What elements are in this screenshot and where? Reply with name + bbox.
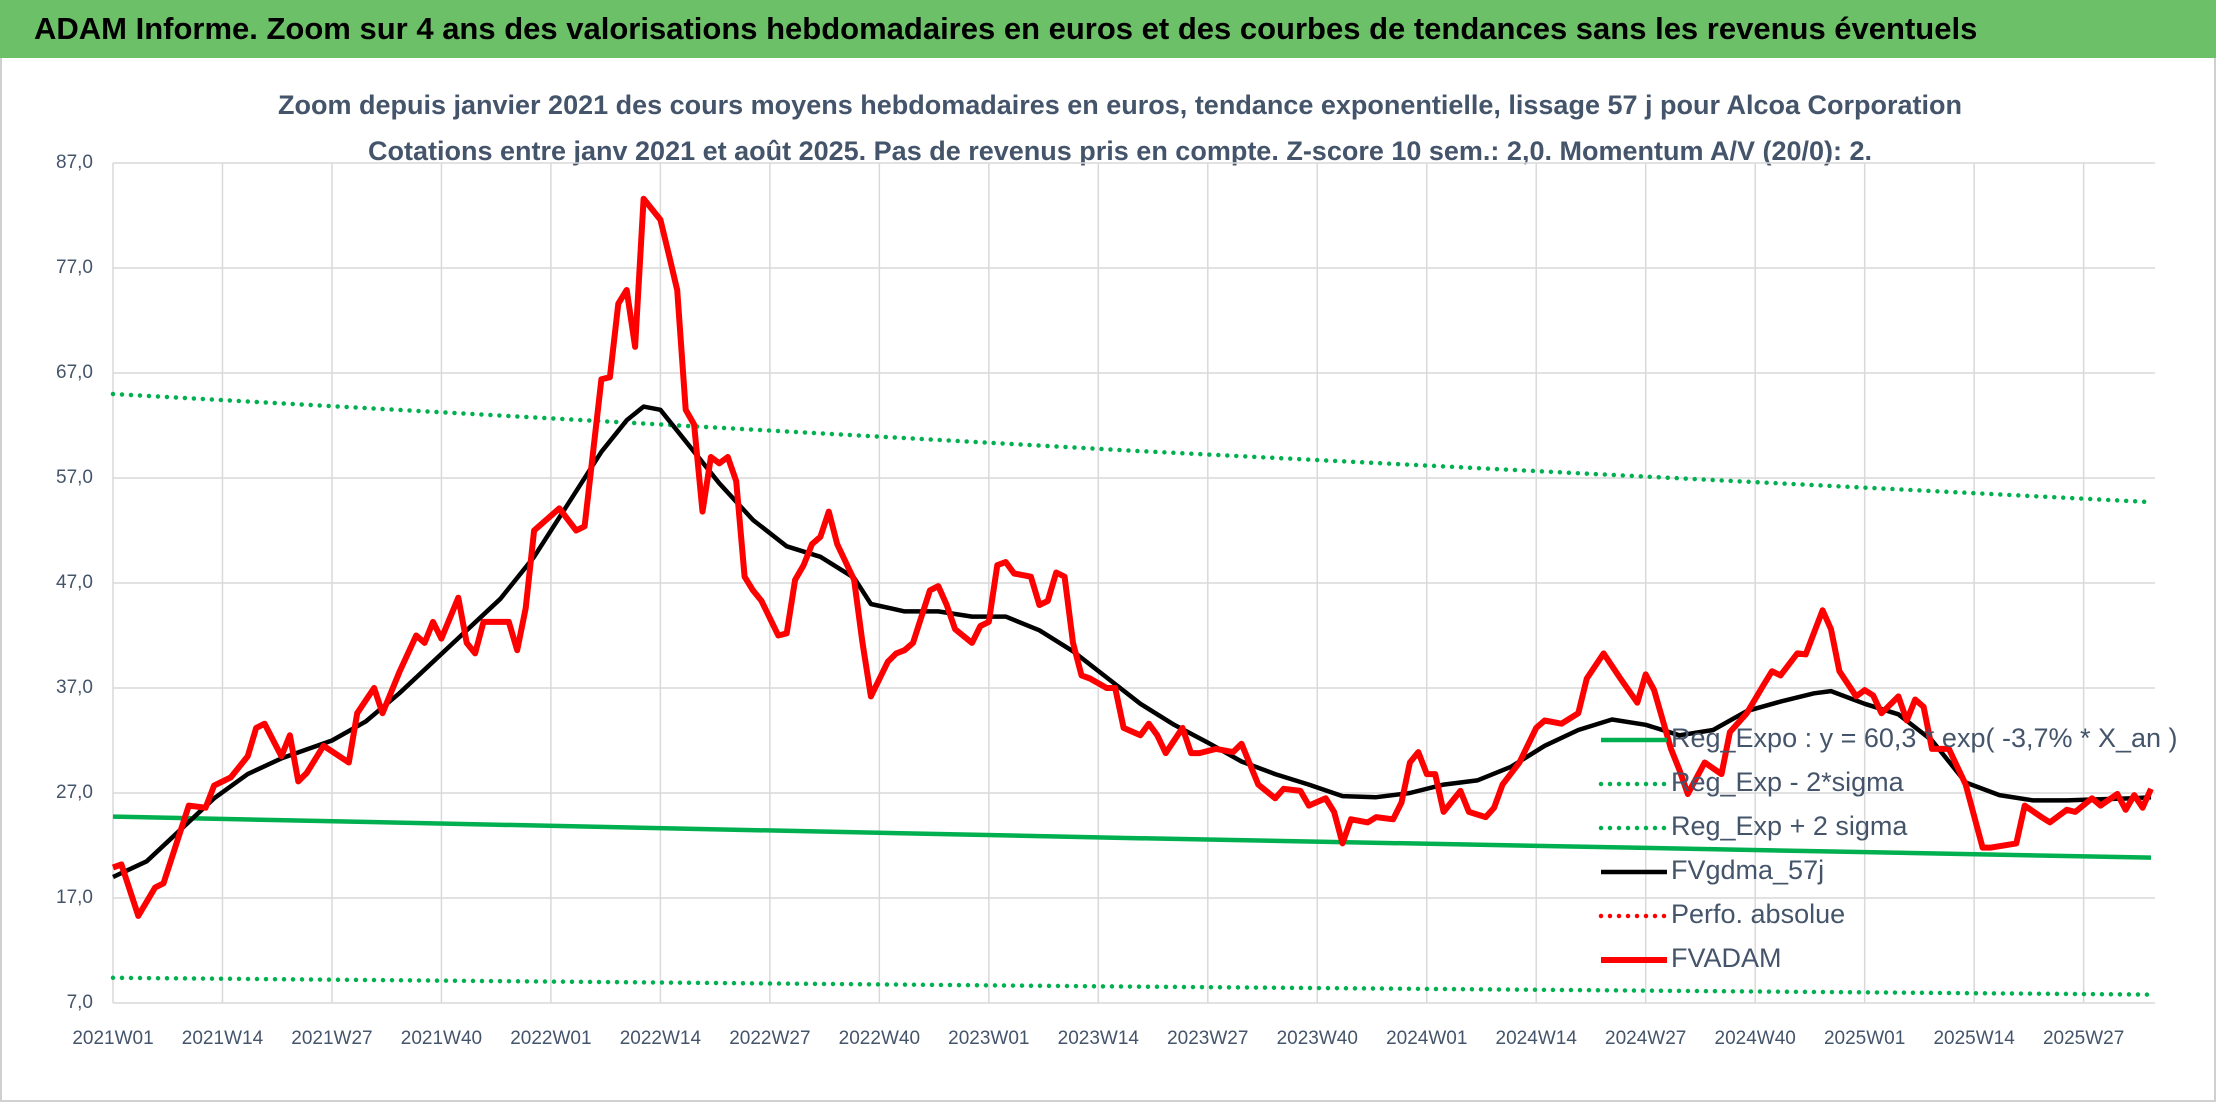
x-tick-label: 2022W27 xyxy=(729,1028,810,1049)
y-tick-label: 57,0 xyxy=(56,467,93,488)
y-tick-label: 7,0 xyxy=(67,992,93,1013)
x-tick-label: 2024W14 xyxy=(1496,1028,1578,1049)
x-tick-label: 2025W14 xyxy=(1933,1028,2015,1049)
legend-label: Reg_Exp + 2 sigma xyxy=(1671,811,1908,841)
x-tick-label: 2023W27 xyxy=(1167,1028,1248,1049)
chart-subtitle: Cotations entre janv 2021 et août 2025. … xyxy=(368,136,1872,166)
x-tick-label: 2021W01 xyxy=(72,1028,153,1049)
x-tick-label: 2021W27 xyxy=(291,1028,372,1049)
legend-label: FVgdma_57j xyxy=(1671,855,1824,885)
x-tick-label: 2021W40 xyxy=(401,1028,482,1049)
x-tick-label: 2024W27 xyxy=(1605,1028,1686,1049)
series-line xyxy=(110,975,2154,997)
x-tick-label: 2023W14 xyxy=(1058,1028,1140,1049)
y-tick-label: 77,0 xyxy=(56,257,93,278)
x-tick-label: 2025W01 xyxy=(1824,1028,1905,1049)
x-tick-label: 2021W14 xyxy=(182,1028,264,1049)
series-line xyxy=(112,814,2152,860)
y-tick-label: 37,0 xyxy=(56,677,93,698)
chart-title: Zoom depuis janvier 2021 des cours moyen… xyxy=(278,90,1962,120)
x-tick-label: 2022W14 xyxy=(620,1028,702,1049)
series-line xyxy=(111,195,2154,919)
grid: 7,0 17,0 27,0 37,0 47,0 57,0 67,0 77,0 87,0 2021W… xyxy=(56,152,2155,1049)
y-tick-label: 47,0 xyxy=(56,572,93,593)
x-tick-label: 2022W40 xyxy=(839,1028,920,1049)
plot xyxy=(110,195,2154,997)
y-tick-label: 87,0 xyxy=(56,152,93,173)
x-tick-label: 2023W40 xyxy=(1277,1028,1358,1049)
banner-title: ADAM Informe. Zoom sur 4 ans des valoris… xyxy=(34,11,1977,46)
banner xyxy=(0,0,2216,58)
y-tick-label: 27,0 xyxy=(56,782,93,803)
series-line xyxy=(112,404,2152,880)
legend-label: Reg_Exp - 2*sigma xyxy=(1671,767,1905,797)
legend-label: Reg_Expo : y = 60,3 * exp( -3,7% * X_an … xyxy=(1671,723,2178,753)
x-tick-label: 2024W40 xyxy=(1715,1028,1796,1049)
x-tick-label: 2023W01 xyxy=(948,1028,1029,1049)
y-tick-label: 17,0 xyxy=(56,887,93,908)
y-tick-label: 67,0 xyxy=(56,362,93,383)
legend: Reg_Expo : y = 60,3 * exp( -3,7% * X_an … xyxy=(1598,723,2178,973)
x-tick-label: 2025W27 xyxy=(2043,1028,2124,1049)
legend-label: Perfo. absolue xyxy=(1671,899,1845,929)
x-tick-label: 2022W01 xyxy=(510,1028,591,1049)
series-line xyxy=(110,391,2154,505)
legend-label: FVADAM xyxy=(1671,943,1782,973)
x-tick-label: 2024W01 xyxy=(1386,1028,1467,1049)
